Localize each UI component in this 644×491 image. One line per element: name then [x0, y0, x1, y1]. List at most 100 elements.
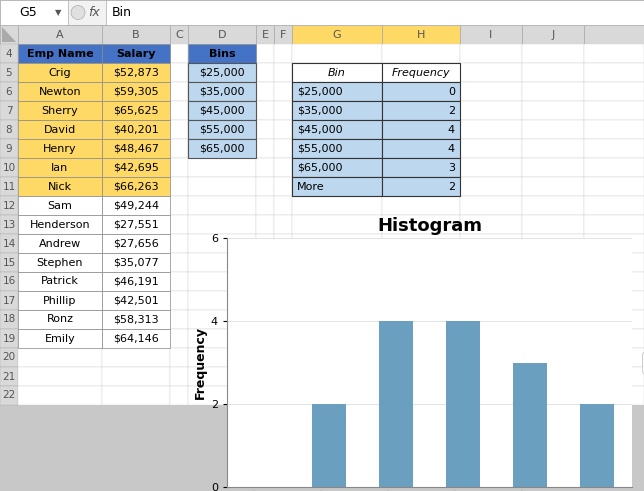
Bar [102, 234, 170, 253]
Bar [188, 101, 256, 120]
Bar [102, 329, 170, 348]
Text: 4: 4 [448, 143, 455, 154]
Bar [256, 82, 274, 101]
Bar [460, 63, 522, 82]
Bar [102, 158, 170, 177]
Text: $25,000: $25,000 [199, 67, 245, 78]
Bar [379, 321, 413, 487]
Text: $42,695: $42,695 [113, 163, 159, 172]
Bar [18, 44, 102, 63]
Bar [292, 272, 382, 291]
Text: 14: 14 [3, 239, 15, 248]
Bar [256, 310, 274, 329]
Bar [188, 44, 256, 63]
Bar [522, 253, 584, 272]
Bar [522, 310, 584, 329]
Bar [584, 158, 644, 177]
Bar [256, 215, 274, 234]
Bar [188, 196, 256, 215]
Text: 21: 21 [3, 372, 15, 382]
Bar [522, 63, 584, 82]
Bar [256, 329, 274, 348]
Bar [522, 158, 584, 177]
Bar [382, 63, 460, 82]
Text: 6: 6 [6, 86, 12, 97]
Text: 9: 9 [6, 143, 12, 154]
Bar [460, 310, 522, 329]
Bar [18, 158, 102, 177]
Bar [0, 82, 18, 101]
Bar [522, 329, 584, 348]
Text: Phillip: Phillip [43, 296, 77, 305]
Text: 2: 2 [448, 106, 455, 115]
Bar [522, 101, 584, 120]
Bar [102, 101, 170, 120]
Text: 16: 16 [3, 276, 15, 287]
Bar [382, 120, 460, 139]
Text: $46,191: $46,191 [113, 276, 159, 287]
Bar [382, 63, 460, 82]
Bar [292, 101, 382, 120]
Text: Henry: Henry [43, 143, 77, 154]
Bar [102, 215, 170, 234]
Polygon shape [2, 27, 16, 42]
Bar [292, 177, 382, 196]
Bar [460, 215, 522, 234]
Bar [382, 329, 460, 348]
Text: 15: 15 [3, 257, 15, 268]
Bar [292, 196, 382, 215]
Bar [292, 291, 382, 310]
Bar [584, 348, 644, 367]
Bar [170, 196, 188, 215]
Bar [274, 291, 292, 310]
Bar [18, 272, 102, 291]
Bar [102, 120, 170, 139]
Bar [274, 234, 292, 253]
Bar [18, 158, 102, 177]
Bar [188, 234, 256, 253]
Bar [256, 120, 274, 139]
Text: $48,467: $48,467 [113, 143, 159, 154]
Text: 18: 18 [3, 315, 15, 325]
Bar [256, 25, 274, 44]
Text: 4: 4 [6, 49, 12, 58]
Bar [102, 63, 170, 82]
Bar [584, 25, 644, 44]
Bar [188, 367, 256, 386]
Bar [513, 362, 547, 487]
Bar [0, 253, 18, 272]
Bar [274, 63, 292, 82]
Bar [522, 386, 584, 405]
Bar [18, 291, 102, 310]
Bar [274, 310, 292, 329]
Bar [460, 196, 522, 215]
Bar [584, 82, 644, 101]
Bar [522, 348, 584, 367]
Bar [18, 196, 102, 215]
Bar [0, 139, 18, 158]
Text: 17: 17 [3, 296, 15, 305]
Bar [170, 44, 188, 63]
Bar [102, 272, 170, 291]
Bar [102, 82, 170, 101]
Text: 22: 22 [3, 390, 15, 401]
Bar [188, 82, 256, 101]
Bar [292, 215, 382, 234]
Text: G5: G5 [19, 6, 37, 19]
Text: Patrick: Patrick [41, 276, 79, 287]
Bar [170, 25, 188, 44]
Text: $35,000: $35,000 [199, 86, 245, 97]
Bar [18, 82, 102, 101]
Bar [188, 158, 256, 177]
Bar [18, 367, 102, 386]
Bar [256, 291, 274, 310]
Text: $65,000: $65,000 [199, 143, 245, 154]
Bar [102, 367, 170, 386]
Bar [522, 82, 584, 101]
Bar [188, 120, 256, 139]
Bar [382, 139, 460, 158]
Text: ▼: ▼ [55, 8, 61, 17]
Bar [188, 139, 256, 158]
Bar [102, 177, 170, 196]
Bar [382, 82, 460, 101]
